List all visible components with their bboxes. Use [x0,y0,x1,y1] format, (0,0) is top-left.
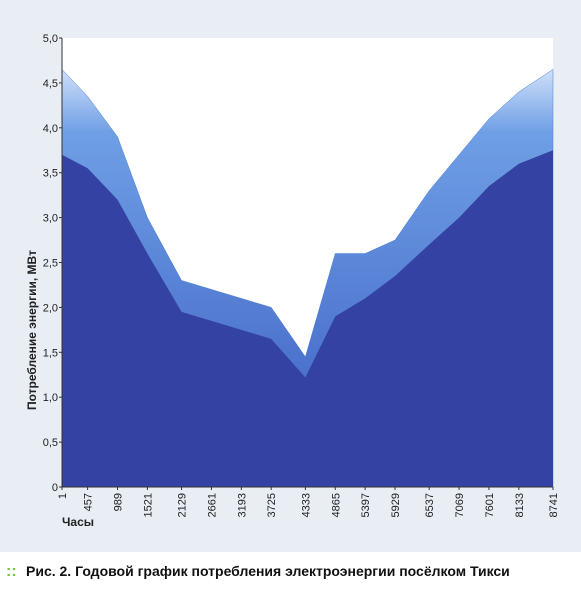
plot [61,68,554,488]
x-tick-label: 989 [113,493,125,511]
x-tick-label: 1 [57,493,69,499]
caption-text: Годовой график потребления электроэнерги… [75,563,510,579]
y-tick-label: 5,0 [43,33,58,45]
x-tick-label: 3725 [266,493,278,517]
y-tick-label: 3,5 [43,168,58,180]
y-axis-title: Потребление энергии, МВт [25,250,39,410]
x-tick-label: 2129 [177,493,189,517]
caption-bullet: :: [6,563,17,580]
x-tick-label: 5929 [390,493,402,517]
caption-label: Рис. 2. [26,563,71,579]
x-tick-label: 4865 [330,493,342,517]
x-tick-label: 3193 [236,493,248,517]
x-tick-label: 1521 [142,493,154,517]
x-tick-label: 2661 [206,493,218,517]
x-tick-label: 4333 [300,493,312,517]
x-axis-title: Часы [62,515,94,529]
y-tick-label: 4,5 [43,78,58,90]
area [62,150,553,487]
y-tick-label: 3,0 [43,213,58,225]
y-tick-label: 1,5 [43,347,58,359]
caption: Рис. 2. Годовой график потребления элект… [26,563,510,579]
y-tick-label: 0 [52,482,58,494]
x-tick-label: 7601 [484,493,496,517]
y-tick-label: 2,0 [43,302,58,314]
x-tick-label: 7069 [454,493,466,517]
y-tick-label: 2,5 [43,258,58,270]
y-tick-label: 0,5 [43,437,58,449]
y-tick-label: 1,0 [43,392,58,404]
y-tick-label: 4,0 [43,123,58,135]
x-tick-label: 8741 [548,493,560,517]
x-tick-label: 8133 [514,493,526,517]
x-tick-label: 5397 [360,493,372,517]
x-tick-label: 457 [83,493,95,511]
x-tick-label: 6537 [424,493,436,517]
